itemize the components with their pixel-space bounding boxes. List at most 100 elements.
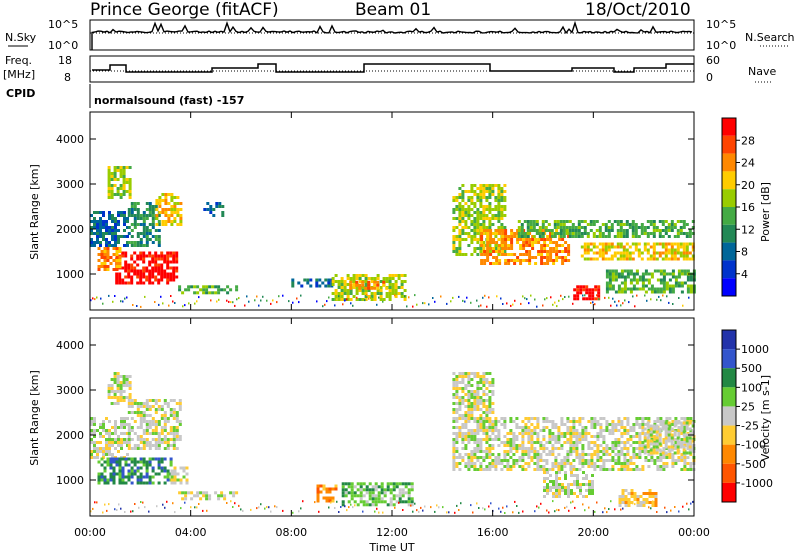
- data-cell: [613, 245, 617, 249]
- data-cell: [540, 262, 544, 265]
- data-cell: [154, 257, 158, 261]
- data-cell: [560, 465, 564, 468]
- data-cell: [315, 281, 319, 285]
- scatter-cell: [344, 505, 346, 508]
- data-cell: [665, 456, 669, 459]
- data-cell: [166, 254, 170, 258]
- data-cell: [557, 438, 561, 441]
- data-cell: [536, 465, 540, 468]
- data-cell: [607, 242, 611, 246]
- scatter-cell: [350, 302, 352, 305]
- data-cell: [515, 462, 519, 465]
- data-cell: [679, 421, 683, 425]
- scatter-cell: [316, 300, 318, 303]
- data-cell: [142, 235, 146, 238]
- data-cell: [605, 423, 609, 426]
- data-cell: [608, 459, 612, 462]
- data-cell: [566, 417, 570, 420]
- data-cell: [561, 262, 565, 265]
- data-cell: [470, 187, 474, 190]
- data-cell: [160, 405, 164, 408]
- data-cell: [148, 432, 152, 435]
- data-cell: [664, 232, 668, 235]
- data-cell: [485, 190, 489, 193]
- data-cell: [619, 226, 623, 229]
- data-cell: [602, 438, 606, 441]
- data-cell: [645, 498, 649, 501]
- data-cell: [581, 432, 585, 435]
- data-cell: [576, 477, 579, 480]
- data-cell: [172, 260, 176, 264]
- data-cell: [109, 472, 113, 476]
- data-cell: [112, 460, 116, 464]
- data-cell: [552, 250, 556, 253]
- data-cell: [105, 244, 108, 247]
- data-cell: [581, 453, 585, 456]
- data-cell: [587, 447, 591, 450]
- data-cell: [495, 250, 499, 253]
- scatter-cell: [274, 505, 276, 508]
- data-cell: [515, 423, 519, 426]
- data-cell: [536, 417, 540, 420]
- data-cell: [122, 166, 126, 169]
- data-cell: [550, 232, 554, 235]
- data-cell: [590, 423, 594, 426]
- data-cell: [686, 468, 690, 471]
- data-cell: [543, 471, 546, 474]
- data-cell: [554, 462, 558, 465]
- data-cell: [130, 254, 134, 258]
- data-cell: [491, 187, 495, 190]
- data-cell: [521, 468, 525, 471]
- data-cell: [635, 281, 639, 285]
- data-cell: [494, 196, 498, 199]
- data-cell: [531, 241, 535, 244]
- data-cell: [536, 459, 540, 462]
- data-cell: [343, 280, 347, 283]
- data-cell: [235, 491, 239, 495]
- scatter-cell: [622, 507, 624, 510]
- scatter-cell: [278, 295, 280, 298]
- scatter-cell: [378, 511, 380, 514]
- data-cell: [325, 490, 329, 494]
- scatter-cell: [538, 506, 540, 509]
- data-cell: [558, 492, 561, 495]
- data-cell: [555, 247, 559, 250]
- scatter-cell: [216, 300, 218, 303]
- data-cell: [635, 453, 639, 456]
- scatter-cell: [522, 295, 524, 298]
- data-cell: [172, 411, 176, 414]
- data-cell: [394, 280, 398, 283]
- data-cell: [581, 450, 585, 453]
- data-cell: [686, 417, 690, 420]
- data-cell: [688, 448, 692, 452]
- data-cell: [112, 469, 116, 473]
- data-cell: [103, 475, 107, 479]
- data-cell: [611, 423, 615, 426]
- data-cell: [205, 491, 209, 495]
- data-cell: [636, 498, 640, 501]
- data-cell: [677, 456, 681, 459]
- data-cell: [108, 429, 111, 432]
- data-cell: [676, 436, 680, 440]
- data-cell: [549, 241, 553, 244]
- data-cell: [110, 387, 114, 390]
- data-cell: [172, 275, 176, 279]
- data-cell: [172, 266, 176, 270]
- scatter-cell: [478, 507, 480, 509]
- data-cell: [206, 202, 210, 205]
- data-cell: [122, 181, 126, 184]
- data-cell: [640, 257, 644, 261]
- scatter-cell: [148, 510, 150, 513]
- data-cell: [644, 278, 648, 282]
- data-cell: [488, 202, 492, 205]
- data-cell: [398, 491, 402, 495]
- data-cell: [582, 288, 586, 292]
- data-cell: [673, 433, 677, 437]
- data-cell: [596, 420, 600, 423]
- data-cell: [483, 259, 487, 262]
- data-cell: [120, 438, 123, 441]
- data-cell: [650, 272, 654, 276]
- data-cell: [325, 496, 329, 500]
- data-cell: [389, 497, 393, 501]
- scatter-cell: [230, 500, 232, 503]
